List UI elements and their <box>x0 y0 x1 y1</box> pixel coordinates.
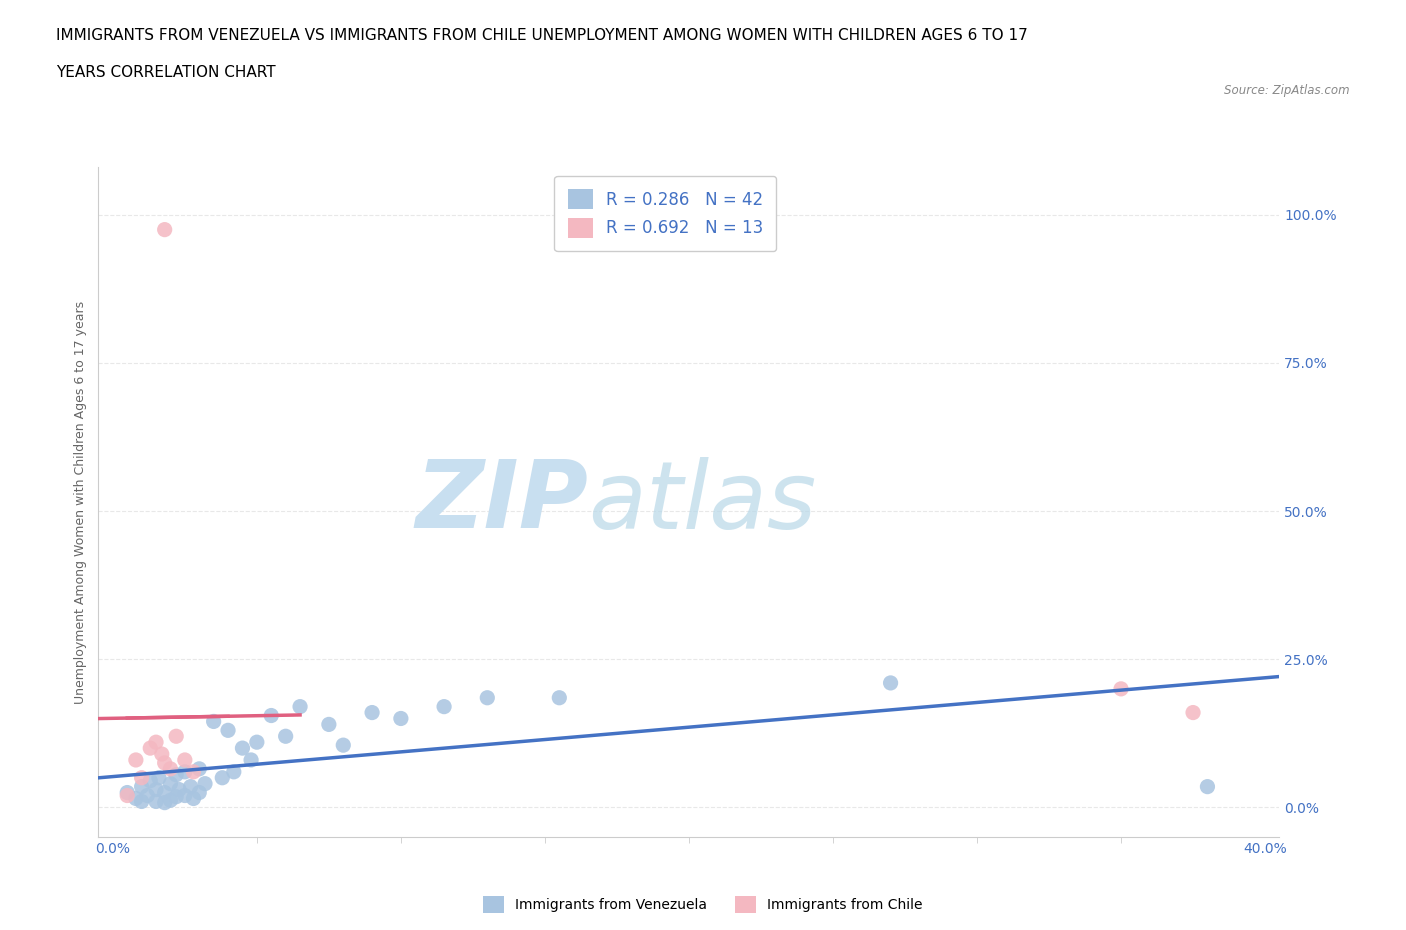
Text: IMMIGRANTS FROM VENEZUELA VS IMMIGRANTS FROM CHILE UNEMPLOYMENT AMONG WOMEN WITH: IMMIGRANTS FROM VENEZUELA VS IMMIGRANTS … <box>56 28 1028 43</box>
Point <box>165 790 187 804</box>
Text: atlas: atlas <box>589 457 817 548</box>
Point <box>217 723 239 737</box>
Point <box>153 795 176 810</box>
Text: ZIP: ZIP <box>416 457 589 548</box>
Point <box>879 675 901 690</box>
Point <box>145 794 167 809</box>
Point <box>173 788 195 803</box>
Text: YEARS CORRELATION CHART: YEARS CORRELATION CHART <box>56 65 276 80</box>
Point <box>145 735 167 750</box>
Point <box>318 717 340 732</box>
Point <box>153 785 176 800</box>
Point <box>125 752 148 767</box>
Point <box>131 779 153 794</box>
Point <box>1109 682 1132 697</box>
Point <box>173 752 195 767</box>
Point <box>145 782 167 797</box>
Point <box>131 770 153 785</box>
Point <box>148 770 170 785</box>
Point <box>153 222 176 237</box>
Point <box>167 782 190 797</box>
Point <box>125 791 148 806</box>
Point <box>231 740 253 755</box>
Point <box>246 735 269 750</box>
Y-axis label: Unemployment Among Women with Children Ages 6 to 17 years: Unemployment Among Women with Children A… <box>75 300 87 704</box>
Point <box>222 764 245 779</box>
Point <box>165 767 187 782</box>
Legend: R = 0.286   N = 42, R = 0.692   N = 13: R = 0.286 N = 42, R = 0.692 N = 13 <box>554 176 776 251</box>
Point <box>1197 779 1219 794</box>
Point <box>548 690 571 705</box>
Point <box>159 762 181 777</box>
Point <box>115 785 138 800</box>
Point <box>139 773 162 788</box>
Point <box>202 714 225 729</box>
Point <box>288 699 311 714</box>
Point <box>361 705 384 720</box>
Point <box>194 777 217 791</box>
Point <box>183 791 205 806</box>
Point <box>260 708 283 723</box>
Point <box>240 752 263 767</box>
Point <box>159 792 181 807</box>
Point <box>332 737 354 752</box>
Point <box>389 711 412 726</box>
Point <box>115 788 138 803</box>
Point <box>211 770 233 785</box>
Point <box>274 729 297 744</box>
Point <box>159 777 181 791</box>
Point <box>139 740 162 755</box>
Point <box>188 785 211 800</box>
Point <box>173 764 195 779</box>
Point <box>153 755 176 770</box>
Point <box>1182 705 1205 720</box>
Point <box>183 764 205 779</box>
Point <box>165 729 187 744</box>
Point <box>477 690 499 705</box>
Legend: Immigrants from Venezuela, Immigrants from Chile: Immigrants from Venezuela, Immigrants fr… <box>478 890 928 919</box>
Point <box>180 779 202 794</box>
Text: Source: ZipAtlas.com: Source: ZipAtlas.com <box>1225 84 1350 97</box>
Point <box>136 788 159 803</box>
Point <box>188 762 211 777</box>
Point <box>131 794 153 809</box>
Point <box>150 747 173 762</box>
Point <box>433 699 456 714</box>
